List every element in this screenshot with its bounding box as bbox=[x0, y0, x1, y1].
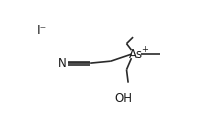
Text: I⁻: I⁻ bbox=[37, 24, 47, 37]
Text: N: N bbox=[58, 57, 66, 70]
Text: As: As bbox=[129, 48, 144, 61]
Text: OH: OH bbox=[114, 92, 132, 105]
Text: +: + bbox=[141, 45, 148, 54]
